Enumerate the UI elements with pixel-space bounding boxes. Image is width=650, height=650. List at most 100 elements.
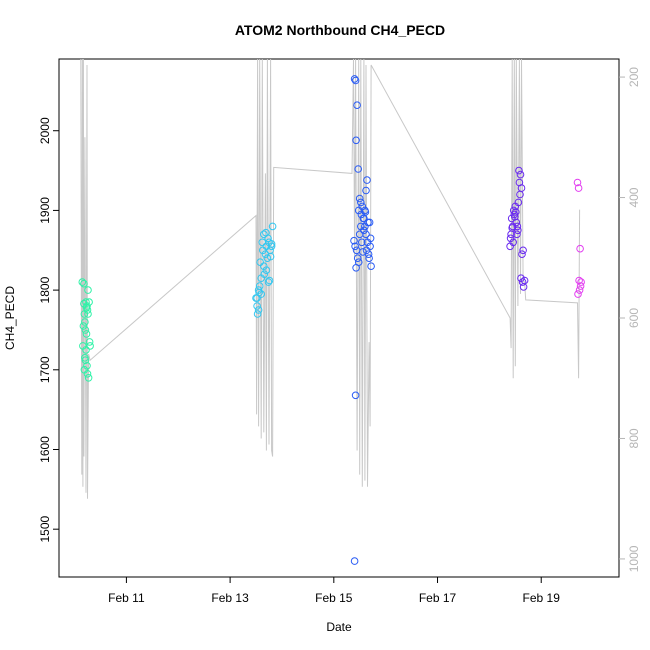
data-point [265,276,274,285]
data-point [512,218,521,227]
y-axis: 1500 1600 1700 1800 1900 2000 [38,117,59,543]
data-point [357,198,365,207]
data-point [576,282,585,290]
data-point [365,254,373,263]
data-point [355,230,364,239]
data-point [80,299,88,308]
plot-frame [58,58,620,578]
data-point [577,278,585,286]
x-tick-label: Feb 19 [523,591,561,605]
data-point [351,76,360,85]
data-point [255,288,263,297]
data-point [257,290,266,298]
y-tick-label: 1600 [38,436,52,463]
data-point [267,240,276,248]
data-point [512,208,520,216]
data-point [576,244,584,253]
data-point [516,170,525,179]
data-point [520,276,529,285]
data-point [267,242,276,251]
data-point [516,190,524,199]
data-point [80,279,88,288]
y-tick-label: 1900 [38,197,52,224]
data-point [254,306,263,314]
data-point [518,250,526,258]
series-3 [350,75,375,565]
data-point [351,391,360,400]
data-point [81,356,90,365]
data-point [353,254,362,263]
data-point [506,234,515,243]
data-point [85,338,94,346]
data-point [84,286,92,294]
data-point [363,176,371,184]
data-point [268,222,277,231]
data-point [359,248,367,256]
data-point [365,218,374,227]
data-point [515,166,523,175]
data-point [518,278,527,286]
data-point [513,230,521,239]
data-point [517,184,526,192]
x-axis-label: Date [326,620,352,634]
data-point [260,262,268,271]
data-point [362,186,370,195]
data-point [352,136,360,145]
data-point [83,370,92,378]
data-point [366,234,375,243]
data-point [260,230,268,239]
x-tick-label: Feb 15 [315,591,353,605]
secondary-y-tick-label: 600 [627,308,641,328]
data-point [351,242,359,251]
data-point [361,208,370,216]
data-point [355,194,364,203]
y-tick-label: 1700 [38,356,52,383]
data-point [574,184,583,192]
secondary-y-tick-label: 800 [627,428,641,448]
data-point [82,330,91,338]
data-point [367,262,375,271]
data-point [81,318,89,326]
series-1 [78,278,94,382]
data-point [262,228,270,237]
data-point [514,198,523,207]
data-points [78,75,585,565]
data-point [573,178,582,187]
data-point [79,322,88,330]
data-point [519,246,527,255]
secondary-y-axis: 200 400 600 800 1000 [619,67,641,572]
data-point [262,266,271,275]
y-tick-label: 1800 [38,276,52,303]
x-tick-label: Feb 17 [419,591,457,605]
data-point [350,557,359,565]
data-point [86,342,94,350]
altitude-line [80,58,581,499]
series-4 [506,166,529,291]
data-point [358,202,367,211]
data-point [266,252,275,261]
data-point [350,75,359,83]
data-point [519,283,528,291]
series-5 [573,178,585,298]
y-tick-label: 1500 [38,516,52,543]
data-point [253,302,261,310]
data-point [81,326,90,334]
data-point [257,274,266,283]
secondary-y-tick-label: 400 [627,187,641,207]
data-point [350,236,358,245]
y-axis-label: CH4_PECD [3,286,17,350]
data-point [253,310,262,318]
y-tick-label: 2000 [38,117,52,144]
x-axis: Feb 11 Feb 13 Feb 15 Feb 17 Feb 19 [108,577,560,605]
data-point [352,264,360,272]
data-point [84,374,93,382]
data-point [509,238,518,247]
data-point [513,222,522,231]
data-point [82,346,90,354]
data-point [264,278,273,286]
data-point [358,238,366,247]
altitude-profile [80,58,581,499]
data-point [357,222,365,231]
data-point [508,224,517,232]
